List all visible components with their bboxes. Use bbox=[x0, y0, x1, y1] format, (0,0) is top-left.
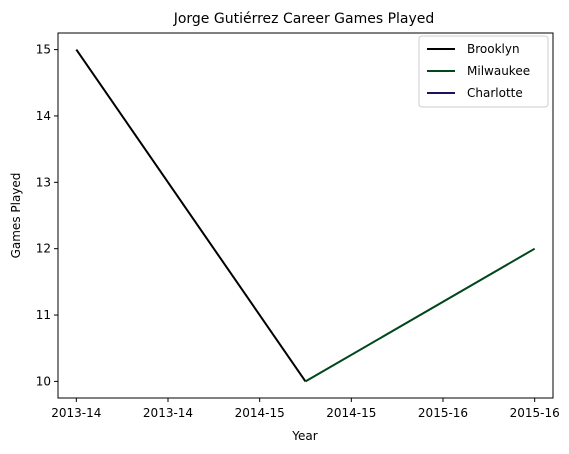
legend-label-brooklyn: Brooklyn bbox=[467, 42, 520, 56]
y-axis-label: Games Played bbox=[9, 173, 23, 259]
y-tick-label: 11 bbox=[36, 308, 51, 322]
x-axis-label: Year bbox=[291, 429, 317, 443]
y-tick-label: 10 bbox=[36, 374, 51, 388]
x-tick-label: 2013-14 bbox=[51, 406, 101, 420]
x-tick-label: 2014-15 bbox=[235, 406, 285, 420]
y-tick-label: 15 bbox=[36, 43, 51, 57]
legend-label-charlotte: Charlotte bbox=[467, 86, 523, 100]
series-line-milwaukee bbox=[304, 247, 536, 383]
y-tick-label: 12 bbox=[36, 242, 51, 256]
legend: Brooklyn Milwaukee Charlotte bbox=[418, 35, 549, 108]
y-axis: 10 11 12 13 14 15 bbox=[36, 43, 58, 388]
x-axis: 2013-14 2013-14 2014-15 2014-15 2015-16 2015-… bbox=[51, 398, 560, 420]
chart-title: Jorge Gutiérrez Career Games Played bbox=[173, 11, 435, 27]
x-tick-label: 2015-16 bbox=[418, 406, 468, 420]
plot-frame bbox=[57, 32, 554, 399]
x-tick-label: 2015-16 bbox=[510, 406, 560, 420]
legend-box bbox=[418, 35, 549, 108]
series-lines bbox=[75, 49, 536, 383]
x-tick-label: 2013-14 bbox=[143, 406, 193, 420]
series-line-brooklyn bbox=[75, 49, 307, 382]
legend-label-milwaukee: Milwaukee bbox=[467, 64, 530, 78]
y-tick-label: 13 bbox=[36, 175, 51, 189]
x-tick-label: 2014-15 bbox=[326, 406, 376, 420]
y-tick-label: 14 bbox=[36, 109, 51, 123]
